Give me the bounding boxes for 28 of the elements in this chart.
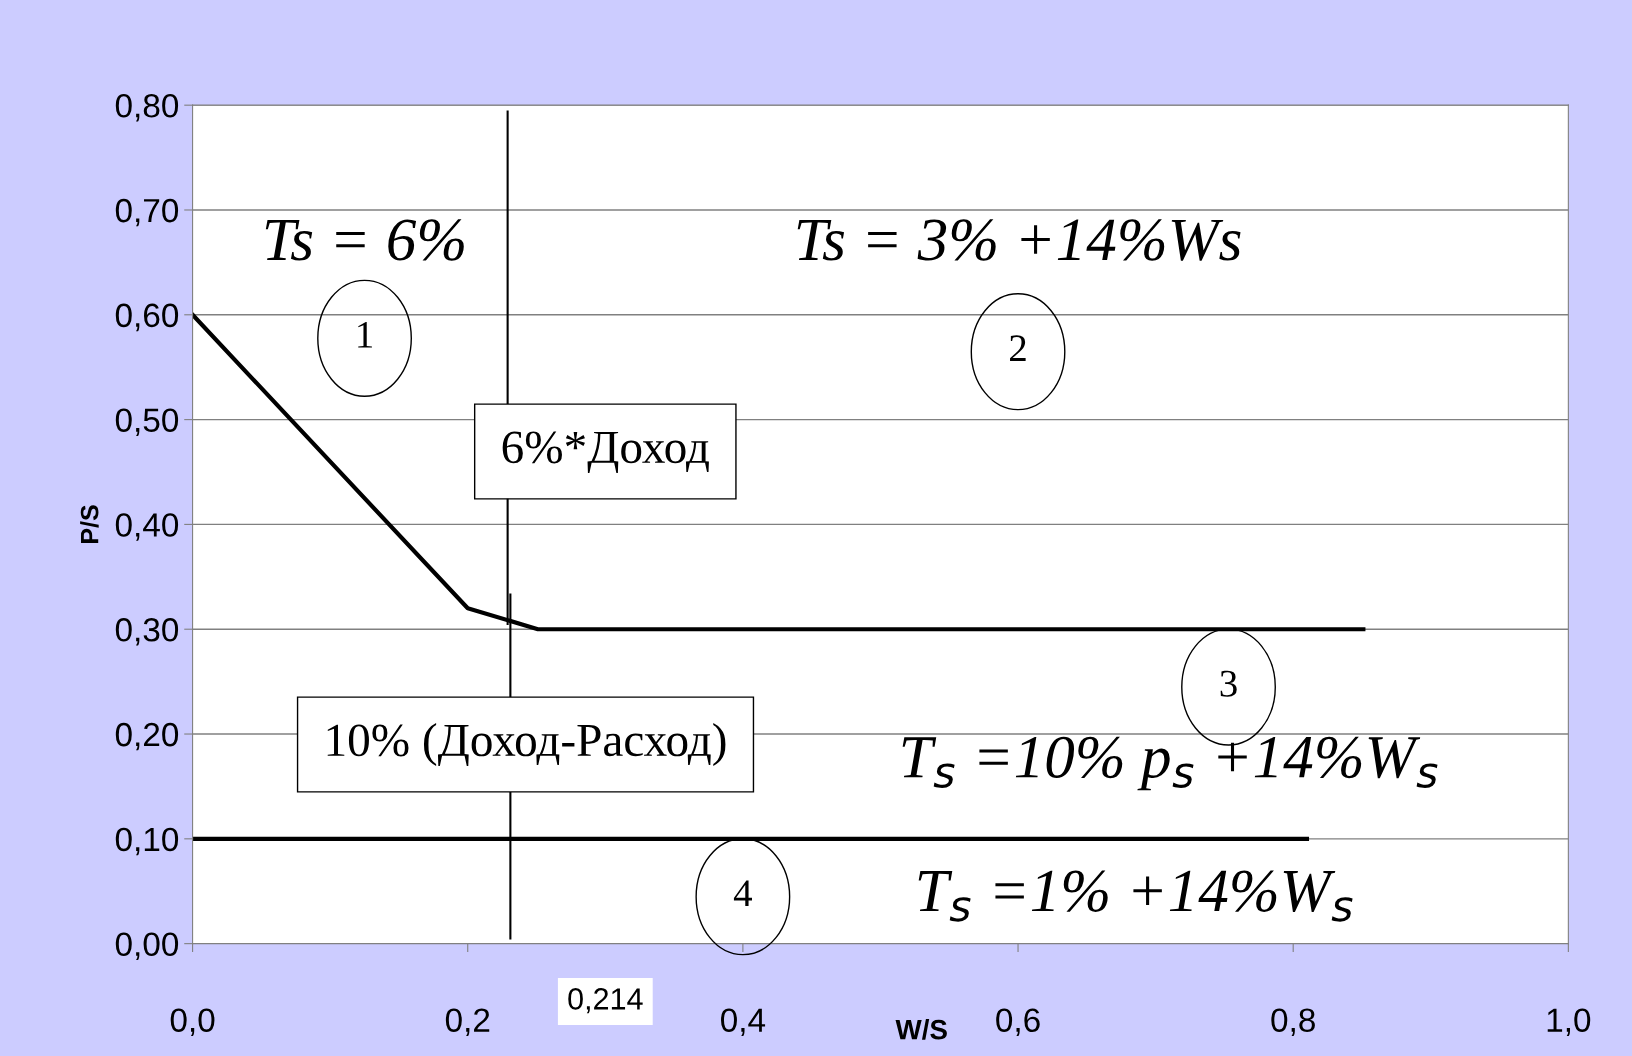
annotation: T$_{s}$ =10% p$_{s}$ +14%W$_{s}$	[902, 736, 1438, 791]
annotation: Ts = 6%	[265, 219, 464, 261]
x-tick-label: 0,6	[996, 1008, 1040, 1036]
x-tick-label: 1,0	[1547, 1008, 1591, 1036]
y-tick-label: 0,70	[115, 198, 179, 227]
annotation: T$_{s}$ =1% +14%W$_{s}$	[918, 870, 1353, 922]
y-tick-label: 0,60	[115, 303, 179, 332]
x-axis-title: W/S	[895, 1019, 947, 1040]
y-axis-title: P/S	[80, 505, 99, 543]
x-tick-label: 0,2	[445, 1008, 490, 1036]
annotation: 4	[733, 880, 752, 907]
y-tick-label: 0,10	[115, 827, 179, 856]
x-tick-label: 0,0	[170, 1008, 215, 1036]
y-tick-label: 0,50	[115, 408, 179, 436]
annotation: 10% (Доход-Расход)	[327, 723, 726, 766]
y-tick-label: 0,40	[115, 513, 179, 541]
annotation: 6%*Доход	[502, 431, 709, 473]
annotation: Ts = 3% +14%Ws	[797, 219, 1241, 261]
annotation: 3	[1220, 670, 1237, 697]
annotation: 2	[1010, 335, 1026, 362]
text: 0,214	[568, 988, 643, 1014]
y-tick-label: 0,80	[115, 93, 179, 122]
x-tick-label: 0,8	[1271, 1008, 1315, 1036]
y-tick-label: 0,30	[115, 618, 179, 646]
annotation: 1	[358, 321, 372, 348]
x-tick-label: 0,4	[721, 1008, 766, 1036]
y-tick-label: 0,20	[115, 722, 179, 751]
y-tick-label: 0,00	[115, 932, 179, 960]
